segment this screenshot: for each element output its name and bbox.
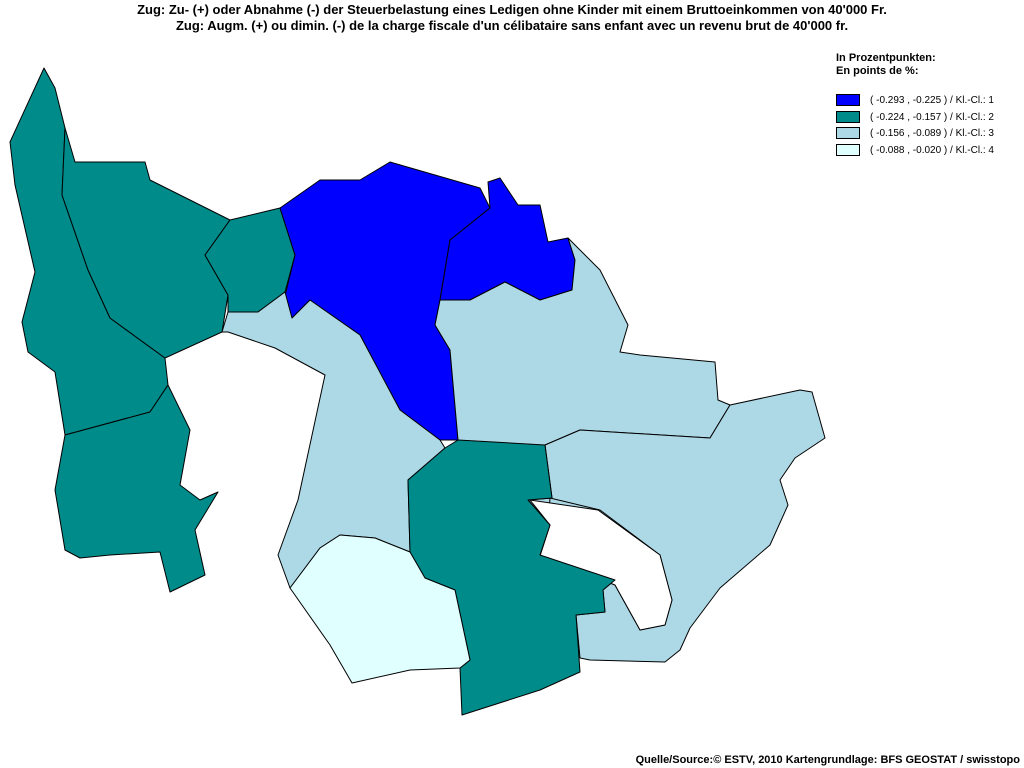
legend-swatch-class-4 xyxy=(836,144,860,156)
map-title-de: Zug: Zu- (+) oder Abnahme (-) der Steuer… xyxy=(137,2,887,17)
map-title-fr: Zug: Augm. (+) ou dimin. (-) de la charg… xyxy=(175,18,849,33)
legend-label-class-1: ( -0.293 , -0.225 ) / Kl.-Cl.: 1 xyxy=(870,94,994,106)
legend-label-class-3: ( -0.156 , -0.089 ) / Kl.-Cl.: 3 xyxy=(870,127,994,139)
legend-item-class-2: ( -0.224 , -0.157 ) / Kl.-Cl.: 2 xyxy=(836,110,994,124)
legend-label-class-2: ( -0.224 , -0.157 ) / Kl.-Cl.: 2 xyxy=(870,111,994,123)
legend-item-class-4: ( -0.088 , -0.020 ) / Kl.-Cl.: 4 xyxy=(836,143,994,157)
legend-swatch-class-2 xyxy=(836,111,860,123)
region-west-lower[interactable] xyxy=(54,384,219,593)
legend-item-class-1: ( -0.293 , -0.225 ) / Kl.-Cl.: 1 xyxy=(836,93,994,107)
source-credit: Quelle/Source:© ESTV, 2010 Kartengrundla… xyxy=(635,754,1020,766)
legend-label-class-4: ( -0.088 , -0.020 ) / Kl.-Cl.: 4 xyxy=(870,144,994,156)
legend-heading-fr: En points de %: xyxy=(836,65,919,77)
legend-item-class-3: ( -0.156 , -0.089 ) / Kl.-Cl.: 3 xyxy=(836,126,994,140)
legend-heading-de: In Prozentpunkten: xyxy=(836,52,936,64)
region-south[interactable] xyxy=(289,534,471,684)
legend-swatch-class-1 xyxy=(836,94,860,106)
legend-swatch-class-3 xyxy=(836,127,860,139)
